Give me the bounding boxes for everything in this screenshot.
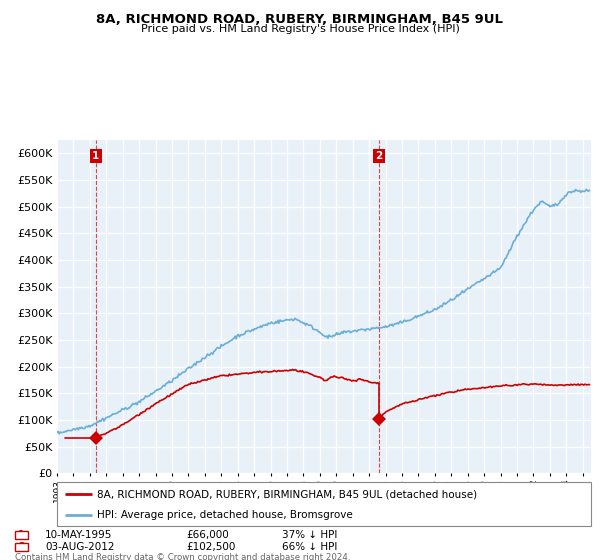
Text: 2: 2 bbox=[375, 151, 383, 161]
Text: Contains HM Land Registry data © Crown copyright and database right 2024.
This d: Contains HM Land Registry data © Crown c… bbox=[15, 553, 350, 560]
FancyBboxPatch shape bbox=[57, 482, 591, 526]
Text: 8A, RICHMOND ROAD, RUBERY, BIRMINGHAM, B45 9UL (detached house): 8A, RICHMOND ROAD, RUBERY, BIRMINGHAM, B… bbox=[97, 489, 477, 499]
Text: Price paid vs. HM Land Registry's House Price Index (HPI): Price paid vs. HM Land Registry's House … bbox=[140, 24, 460, 34]
Text: 2: 2 bbox=[18, 542, 25, 552]
Text: 03-AUG-2012: 03-AUG-2012 bbox=[45, 542, 115, 552]
Text: 1: 1 bbox=[18, 530, 25, 540]
Text: 8A, RICHMOND ROAD, RUBERY, BIRMINGHAM, B45 9UL: 8A, RICHMOND ROAD, RUBERY, BIRMINGHAM, B… bbox=[97, 13, 503, 26]
Text: 37% ↓ HPI: 37% ↓ HPI bbox=[282, 530, 337, 540]
Text: £66,000: £66,000 bbox=[186, 530, 229, 540]
Text: 10-MAY-1995: 10-MAY-1995 bbox=[45, 530, 112, 540]
Text: 1: 1 bbox=[92, 151, 100, 161]
Text: £102,500: £102,500 bbox=[186, 542, 235, 552]
Text: HPI: Average price, detached house, Bromsgrove: HPI: Average price, detached house, Brom… bbox=[97, 510, 353, 520]
Text: 66% ↓ HPI: 66% ↓ HPI bbox=[282, 542, 337, 552]
